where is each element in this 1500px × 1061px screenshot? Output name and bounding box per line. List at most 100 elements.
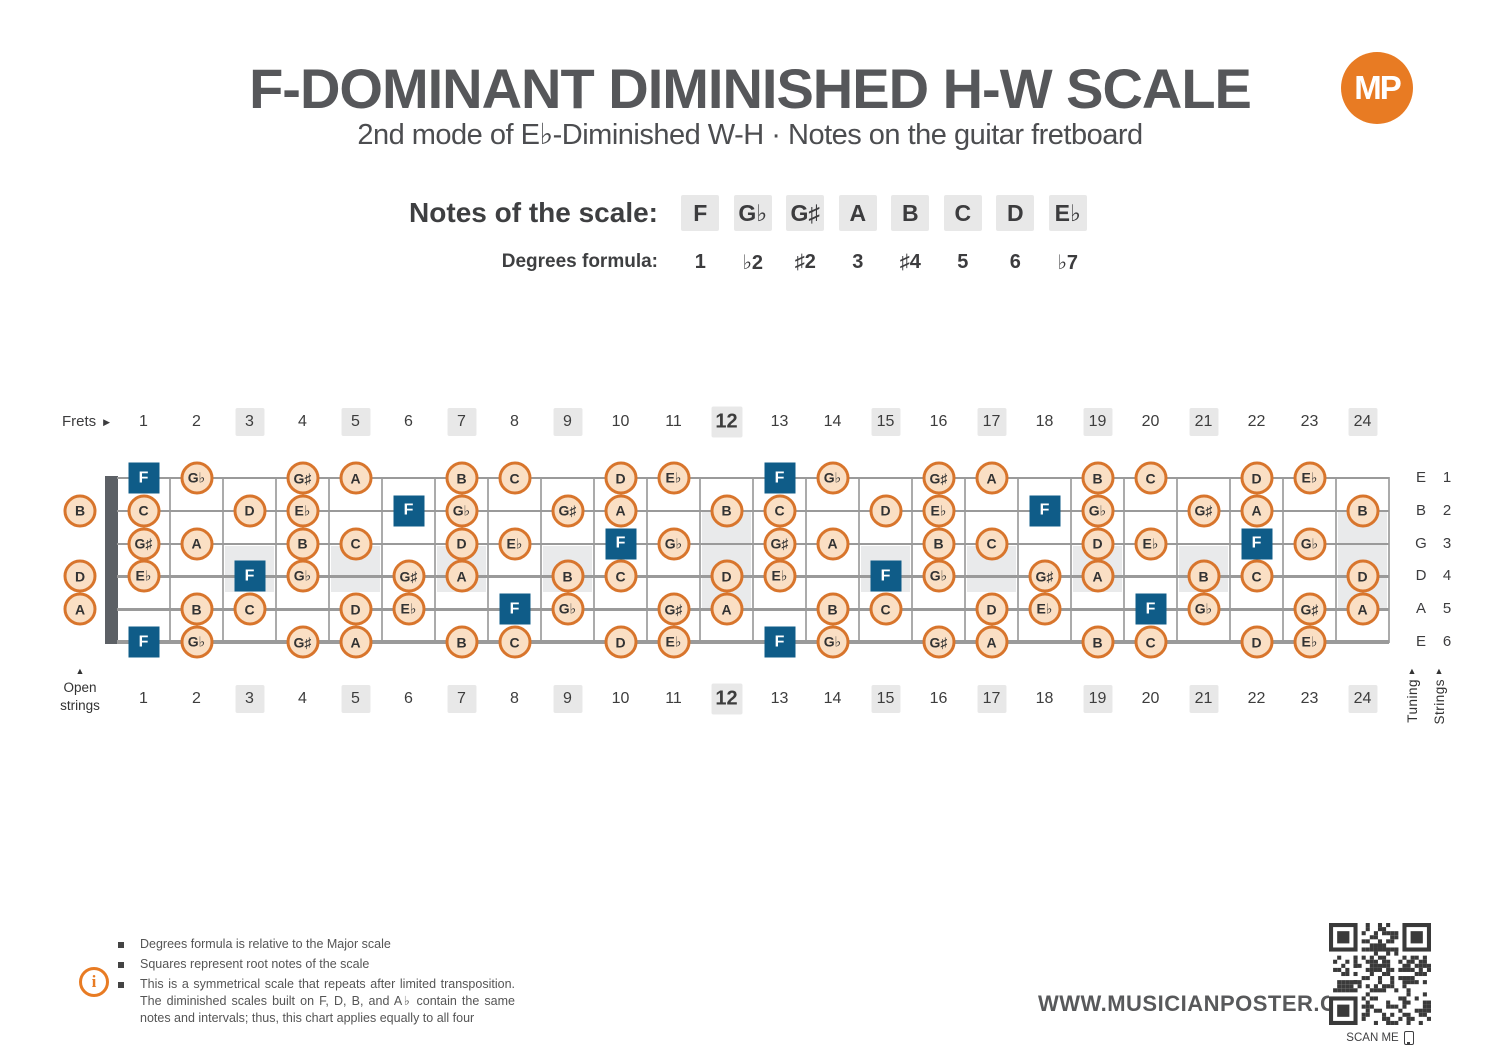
degrees-row: Degrees formula: 1 ♭2 ♯2 3 ♯4 5 6 ♭7 <box>0 247 1500 277</box>
nut <box>105 476 118 644</box>
fret-wire <box>1282 477 1284 643</box>
string-tuning-label: G <box>1415 534 1427 552</box>
open-strings-text: Open strings <box>60 680 100 713</box>
note-marker: B <box>445 461 478 495</box>
scale-cell: A <box>832 194 885 232</box>
website-url: WWW.MUSICIANPOSTER.COM <box>1038 991 1373 1016</box>
scale-cell: D <box>989 194 1042 232</box>
root-note-marker: F <box>499 593 530 625</box>
string-line-D4 <box>117 574 1389 578</box>
degree-value: 6 <box>1009 250 1021 273</box>
fret-number: 18 <box>1035 413 1054 430</box>
fret-number: 2 <box>192 413 201 430</box>
note-marker: D <box>869 494 902 528</box>
strings-text: Strings <box>1431 679 1447 725</box>
root-note-marker: F <box>764 626 795 658</box>
root-note-marker: F <box>1135 593 1166 625</box>
note-marker: G♯ <box>922 461 955 495</box>
frets-label: Frets ▶ <box>62 412 110 432</box>
note-marker: G♭ <box>657 527 690 561</box>
scale-cell: F <box>674 194 727 232</box>
tuning-arrow-icon: ▲ <box>1407 666 1417 676</box>
scale-note-chip: F <box>681 195 720 231</box>
scale-note-chip: G♭ <box>733 195 772 231</box>
fret-number: 24 <box>1348 685 1377 713</box>
open-string-note: D <box>63 559 97 593</box>
note-marker: A <box>816 527 849 561</box>
footnote-item: Squares represent root notes of the scal… <box>118 956 515 973</box>
fret-number: 17 <box>977 408 1006 436</box>
tuning-axis-label: ▲ Tuning <box>1399 666 1425 723</box>
fret-wire <box>540 477 542 643</box>
fret-number: 16 <box>929 690 948 707</box>
string-number-label: 3 <box>1442 534 1452 552</box>
fret-number: 4 <box>298 690 307 707</box>
fret-number: 14 <box>823 413 842 430</box>
string-tuning-label: E <box>1415 469 1426 486</box>
fret-wire <box>858 477 860 643</box>
fret-number: 6 <box>404 413 413 430</box>
note-marker: B <box>816 592 849 626</box>
string-tuning-label: A <box>1415 600 1426 618</box>
fret-number: 7 <box>447 685 476 713</box>
fret-number: 1 <box>139 690 148 707</box>
root-note-marker: F <box>1029 495 1060 527</box>
scan-me-label: SCAN ME <box>1319 1031 1441 1045</box>
root-note-marker: F <box>128 462 159 494</box>
root-note-marker: F <box>605 528 636 560</box>
note-marker: C <box>763 494 796 528</box>
string-tuning-label: E <box>1415 633 1426 650</box>
degree-value: 1 <box>694 250 706 273</box>
root-note-marker: F <box>128 626 159 658</box>
fret-number: 12 <box>711 406 742 438</box>
fret-number: 11 <box>665 690 682 707</box>
note-marker: C <box>127 494 160 528</box>
fret-wire <box>964 477 966 643</box>
note-marker: E♭ <box>1293 625 1326 659</box>
degree-value: ♯2 <box>794 250 816 273</box>
frets-label-text: Frets <box>62 413 97 430</box>
note-marker: B <box>551 559 584 593</box>
scale-cell: G♭ <box>727 194 780 232</box>
fret-number: 1 <box>139 413 148 430</box>
page-subtitle: 2nd mode of E♭-Diminished W-H · Notes on… <box>357 119 1143 151</box>
mp-logo: MP <box>1341 52 1413 124</box>
scale-note-chip: D <box>996 195 1035 231</box>
strings-axis-label: ▲ Strings <box>1426 666 1452 725</box>
footnote-text: Squares represent root notes of the scal… <box>140 957 370 971</box>
note-marker: A <box>604 494 637 528</box>
fret-number: 8 <box>510 690 519 707</box>
fret-wire <box>1123 477 1125 643</box>
note-marker: D <box>975 592 1008 626</box>
fret-number: 8 <box>510 413 519 430</box>
fret-number: 3 <box>235 408 264 436</box>
note-marker: G♭ <box>816 461 849 495</box>
note-marker: G♭ <box>180 625 213 659</box>
fret-number: 24 <box>1348 408 1377 436</box>
note-marker: C <box>1134 461 1167 495</box>
note-marker: D <box>1240 461 1273 495</box>
note-marker: A <box>339 625 372 659</box>
string-number-label: 2 <box>1442 501 1452 519</box>
footnote-text: This is a symmetrical scale that repeats… <box>140 977 515 1025</box>
note-marker: B <box>710 494 743 528</box>
scale-cell: C <box>937 194 990 232</box>
fret-number: 15 <box>871 685 900 713</box>
note-marker: D <box>604 461 637 495</box>
degrees-label: Degrees formula: <box>501 251 658 272</box>
string-line-E1 <box>117 477 1389 479</box>
string-line-A5 <box>117 607 1389 611</box>
note-marker: C <box>1240 559 1273 593</box>
note-marker: D <box>1240 625 1273 659</box>
fret-number: 18 <box>1035 690 1054 707</box>
scale-notes-chips: F G♭ G♯ A B C D E♭ <box>674 194 1094 232</box>
root-note-marker: F <box>234 560 265 592</box>
note-marker: B <box>286 527 319 561</box>
bullet-icon <box>118 962 124 968</box>
fret-number: 23 <box>1300 413 1319 430</box>
fret-number: 20 <box>1141 690 1160 707</box>
fret-wire <box>1335 477 1337 643</box>
note-marker: C <box>233 592 266 626</box>
